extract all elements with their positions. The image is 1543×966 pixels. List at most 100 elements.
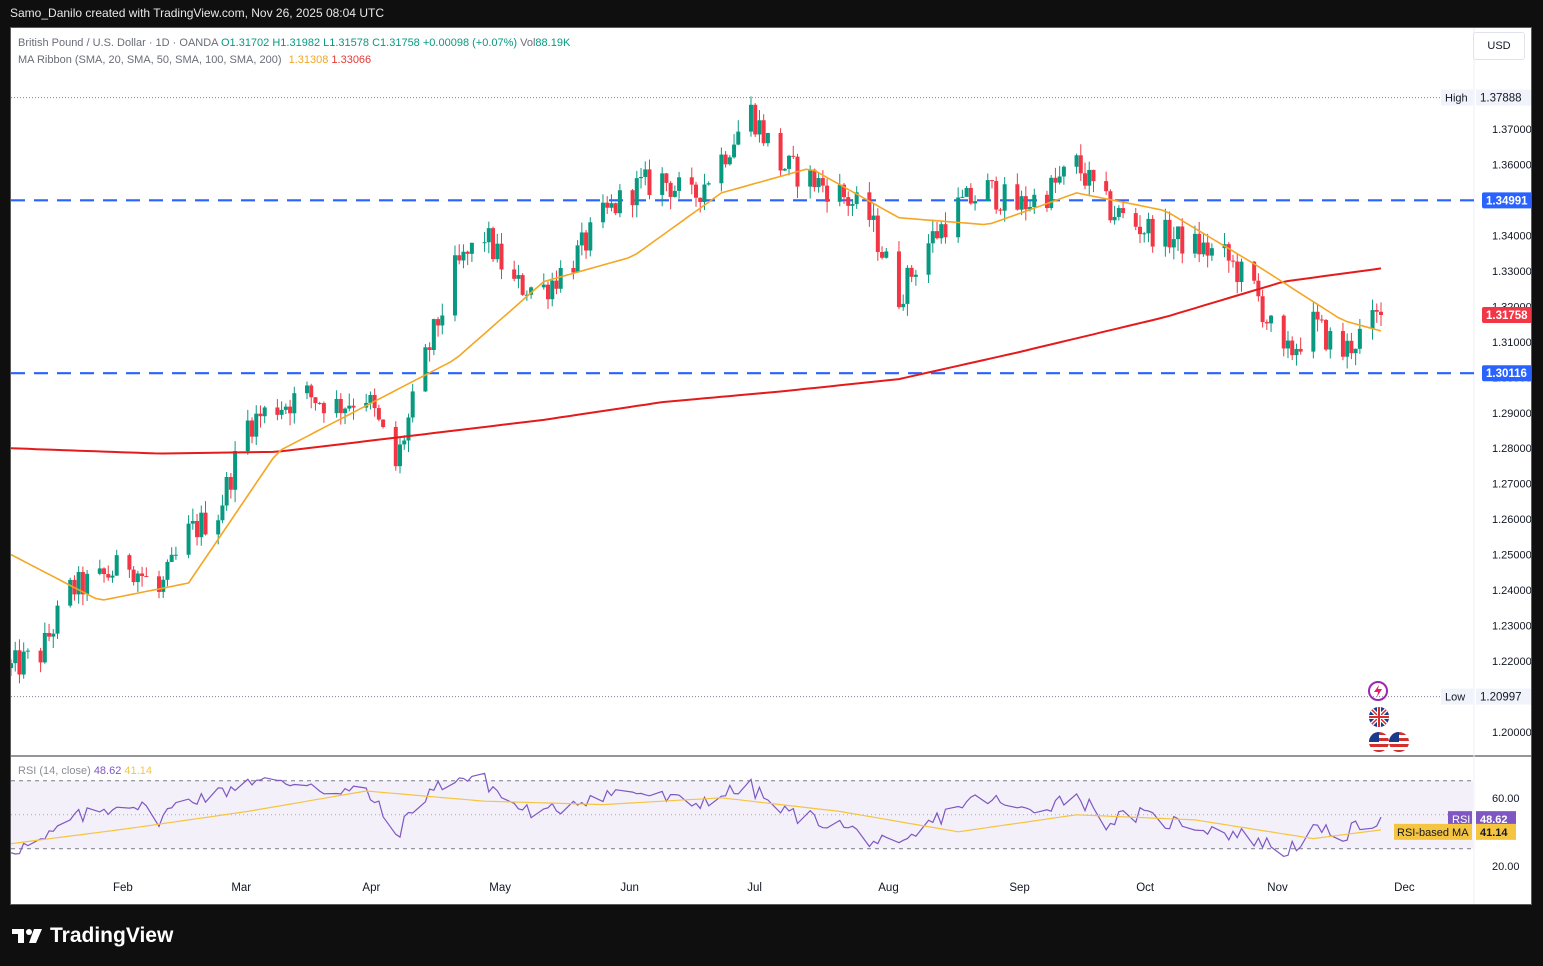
candle-body[interactable] xyxy=(854,192,859,205)
candle-body[interactable] xyxy=(254,413,259,437)
candle-body[interactable] xyxy=(1349,340,1354,354)
candle-body[interactable] xyxy=(668,182,673,197)
candle-body[interactable] xyxy=(1205,242,1210,256)
candle-body[interactable] xyxy=(554,280,559,289)
candle-body[interactable] xyxy=(1226,244,1231,261)
candle-body[interactable] xyxy=(1091,169,1096,182)
candle-body[interactable] xyxy=(1142,233,1147,235)
candle-body[interactable] xyxy=(169,554,174,562)
candle-body[interactable] xyxy=(1201,242,1206,255)
candle-body[interactable] xyxy=(1231,260,1236,262)
candle-body[interactable] xyxy=(926,243,931,275)
candle-body[interactable] xyxy=(1357,328,1362,349)
candle-body[interactable] xyxy=(1171,239,1176,248)
candle-body[interactable] xyxy=(1083,173,1088,186)
candle-body[interactable] xyxy=(998,209,1003,211)
candle-body[interactable] xyxy=(347,405,352,409)
candle-body[interactable] xyxy=(930,231,935,244)
candle-body[interactable] xyxy=(1163,219,1168,247)
candle-body[interactable] xyxy=(1150,218,1155,247)
candle-body[interactable] xyxy=(233,451,238,490)
candle-body[interactable] xyxy=(524,294,529,296)
candle-body[interactable] xyxy=(499,243,504,270)
candle-body[interactable] xyxy=(575,245,580,273)
candle-body[interactable] xyxy=(250,420,255,437)
candle-body[interactable] xyxy=(1264,322,1269,324)
candle-body[interactable] xyxy=(376,408,381,420)
candle-body[interactable] xyxy=(173,554,178,556)
candle-body[interactable] xyxy=(135,573,140,583)
candle-body[interactable] xyxy=(190,520,195,524)
candle-body[interactable] xyxy=(1044,194,1049,209)
candle-body[interactable] xyxy=(55,605,60,634)
candle-body[interactable] xyxy=(1176,226,1181,240)
candle-body[interactable] xyxy=(106,574,111,578)
candle-body[interactable] xyxy=(47,632,52,637)
candle-body[interactable] xyxy=(440,315,445,326)
candle-body[interactable] xyxy=(939,224,944,239)
symbol-label[interactable]: British Pound / U.S. Dollar · 1D · OANDA xyxy=(18,37,218,49)
candle-body[interactable] xyxy=(144,576,149,578)
candle-body[interactable] xyxy=(199,512,204,538)
candle-body[interactable] xyxy=(512,269,517,279)
candle-body[interactable] xyxy=(76,571,81,595)
candle-body[interactable] xyxy=(1328,331,1333,350)
candle-body[interactable] xyxy=(1019,196,1024,210)
candle-body[interactable] xyxy=(968,187,973,204)
candle-body[interactable] xyxy=(520,275,525,295)
candle-body[interactable] xyxy=(1137,226,1142,235)
candle-body[interactable] xyxy=(761,120,766,144)
candle-body[interactable] xyxy=(706,183,711,185)
candle-body[interactable] xyxy=(702,184,707,202)
candle-body[interactable] xyxy=(1252,261,1257,281)
candle-body[interactable] xyxy=(630,190,635,206)
candle-body[interactable] xyxy=(1285,340,1290,349)
candle-body[interactable] xyxy=(1053,177,1058,183)
uk-flag-icon[interactable] xyxy=(1369,707,1389,727)
candle-body[interactable] xyxy=(647,169,652,195)
candle-body[interactable] xyxy=(609,203,614,208)
chart-canvas[interactable]: 1.370001.360001.350001.340001.330001.320… xyxy=(11,28,1531,904)
candle-body[interactable] xyxy=(1087,169,1092,186)
candle-body[interactable] xyxy=(21,651,26,675)
candle-body[interactable] xyxy=(309,385,314,398)
candle-body[interactable] xyxy=(1078,155,1083,174)
ma200-line[interactable] xyxy=(11,267,1382,455)
candle-body[interactable] xyxy=(317,403,322,405)
candle-body[interactable] xyxy=(406,417,411,441)
candle-body[interactable] xyxy=(351,405,356,408)
chart-frame[interactable]: 1.370001.360001.350001.340001.330001.320… xyxy=(10,27,1532,905)
candle-body[interactable] xyxy=(753,104,758,135)
candle-body[interactable] xyxy=(431,319,436,351)
candle-body[interactable] xyxy=(1167,219,1172,248)
candle-body[interactable] xyxy=(1294,348,1299,356)
candle-body[interactable] xyxy=(956,197,961,238)
candle-body[interactable] xyxy=(1049,177,1054,209)
candle-body[interactable] xyxy=(1370,310,1375,329)
candle-body[interactable] xyxy=(1315,311,1320,320)
candle-body[interactable] xyxy=(1180,226,1185,254)
candle-body[interactable] xyxy=(985,180,990,202)
candle-body[interactable] xyxy=(38,650,43,663)
candle-body[interactable] xyxy=(1298,348,1303,352)
candle-body[interactable] xyxy=(964,187,969,197)
candle-body[interactable] xyxy=(1061,166,1066,177)
candle-body[interactable] xyxy=(368,394,373,403)
candle-body[interactable] xyxy=(1121,208,1126,214)
candle-body[interactable] xyxy=(584,232,589,251)
candle-body[interactable] xyxy=(901,303,906,308)
candle-body[interactable] xyxy=(1239,261,1244,283)
ribbon-label[interactable]: MA Ribbon (SMA, 20, SMA, 50, SMA, 100, S… xyxy=(18,54,282,66)
candle-body[interactable] xyxy=(165,561,170,580)
candle-body[interactable] xyxy=(880,252,885,258)
candle-body[interactable] xyxy=(867,192,872,220)
candle-body[interactable] xyxy=(913,274,918,277)
candle-body[interactable] xyxy=(1269,315,1274,324)
candle-body[interactable] xyxy=(850,204,855,206)
candle-body[interactable] xyxy=(1116,208,1121,217)
candle-body[interactable] xyxy=(220,505,225,521)
candle-body[interactable] xyxy=(1197,233,1202,255)
candle-body[interactable] xyxy=(452,255,457,316)
rsi-line[interactable] xyxy=(11,772,1382,858)
candle-body[interactable] xyxy=(605,202,610,208)
